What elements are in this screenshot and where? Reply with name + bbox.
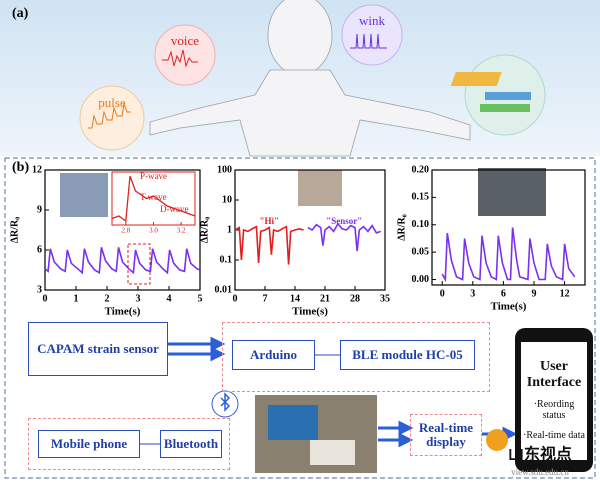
plot-frame [431, 169, 586, 286]
phone-title: User Interface [526, 359, 582, 390]
y-tick-label: 0.05 [412, 246, 430, 257]
arduino-box: Arduino [232, 340, 315, 370]
x-tick-label: 14 [290, 293, 300, 304]
x-tick-label: 4 [167, 293, 172, 304]
y-tick-label: 0.01 [215, 284, 233, 295]
bluetooth-box: Bluetooth [160, 430, 222, 458]
board [268, 405, 318, 440]
callout-bubble [154, 24, 216, 86]
x-tick-label: 6 [501, 288, 506, 299]
inset-x-tick-label: 2.8 [121, 227, 130, 235]
y-tick-label: 12 [32, 164, 42, 175]
x-tick-label: 9 [532, 288, 537, 299]
y-tick-label: 10 [222, 194, 232, 205]
display-box: Real-time display [410, 414, 482, 456]
x-tick-label: 7 [263, 293, 268, 304]
y-tick-label: 0.20 [412, 164, 430, 175]
callout-wave [350, 33, 387, 49]
sensor-box: CAPAM strain sensor [28, 322, 168, 376]
ble-box: BLE module HC-05 [340, 340, 475, 370]
y-tick-label: 0.1 [220, 254, 233, 265]
x-tick-label: 3 [136, 293, 141, 304]
panel-label: (b) [12, 160, 29, 175]
y-tick-label: 3 [37, 284, 42, 295]
callout-label: pulse [98, 95, 126, 110]
photo [478, 168, 546, 216]
x-axis-label: Time(s) [105, 306, 141, 318]
bluetooth-glyph [220, 392, 231, 412]
series-line [44, 247, 201, 275]
panel-label: (a) [12, 6, 29, 21]
y-axis-label: ΔR/R₀ [396, 214, 407, 241]
inset-annotation: T-wave [140, 192, 167, 202]
inset-x-tick-label: 3.2 [177, 227, 186, 235]
layer [485, 92, 531, 100]
inset-x-tick-label: 3.0 [149, 227, 158, 235]
y-tick-label: 0.00 [412, 274, 430, 285]
inset-line [111, 175, 196, 223]
inset-annotation: D-wave [160, 204, 189, 214]
y-tick-label: 0.10 [412, 219, 430, 230]
group-box [28, 418, 230, 470]
y-tick-label: 9 [37, 204, 42, 215]
y-tick-label: 100 [217, 164, 232, 175]
x-tick-label: 2 [105, 293, 110, 304]
x-tick-label: 5 [198, 293, 203, 304]
y-tick-label: 0.15 [412, 192, 430, 203]
callout-label: wink [359, 13, 386, 28]
phone-item: ·Real-time data [523, 429, 585, 441]
x-tick-label: 1 [74, 293, 79, 304]
x-tick-label: 3 [470, 288, 475, 299]
watermark: 山东视点 [508, 445, 572, 464]
y-axis-label: ΔR/R₀ [9, 217, 20, 244]
series-label: "Hi" [260, 216, 280, 226]
y-axis-label: ΔR/R₀ [199, 217, 210, 244]
series-line [441, 227, 576, 283]
series-line [307, 222, 381, 252]
series-label: "Sensor" [326, 216, 362, 226]
body-illustration [149, 0, 471, 157]
photo [60, 173, 108, 217]
arrows [168, 336, 518, 448]
layer [480, 104, 530, 112]
y-tick-label: 1 [227, 224, 232, 235]
x-tick-label: 0 [43, 293, 48, 304]
watermark-url: view.sdu.edu.cn [511, 467, 569, 477]
phone-item: ·Reording status [533, 399, 575, 421]
x-tick-label: 12 [560, 288, 570, 299]
panel-b-frame [4, 157, 596, 479]
inset-annotation: P-wave [140, 171, 167, 181]
layer [450, 72, 502, 86]
plot-frame [44, 169, 201, 291]
x-axis-label: Time(s) [491, 301, 527, 313]
photo [298, 170, 342, 206]
phone-screen [521, 342, 587, 460]
callout-bubble [341, 4, 403, 66]
zoom-box [127, 243, 151, 285]
series-line [234, 225, 304, 265]
x-tick-label: 0 [233, 293, 238, 304]
x-tick-label: 0 [440, 288, 445, 299]
callout-wave [88, 102, 131, 129]
x-axis-label: Time(s) [292, 306, 328, 318]
callout-label: voice [171, 33, 199, 48]
mobile-box: Mobile phone [38, 430, 140, 458]
breadboard [310, 440, 355, 465]
x-tick-label: 28 [350, 293, 360, 304]
callout-wave [162, 49, 198, 68]
x-tick-label: 35 [380, 293, 390, 304]
logo [486, 429, 508, 451]
x-tick-label: 21 [320, 293, 330, 304]
group-box [222, 322, 490, 392]
y-tick-label: 6 [37, 244, 42, 255]
